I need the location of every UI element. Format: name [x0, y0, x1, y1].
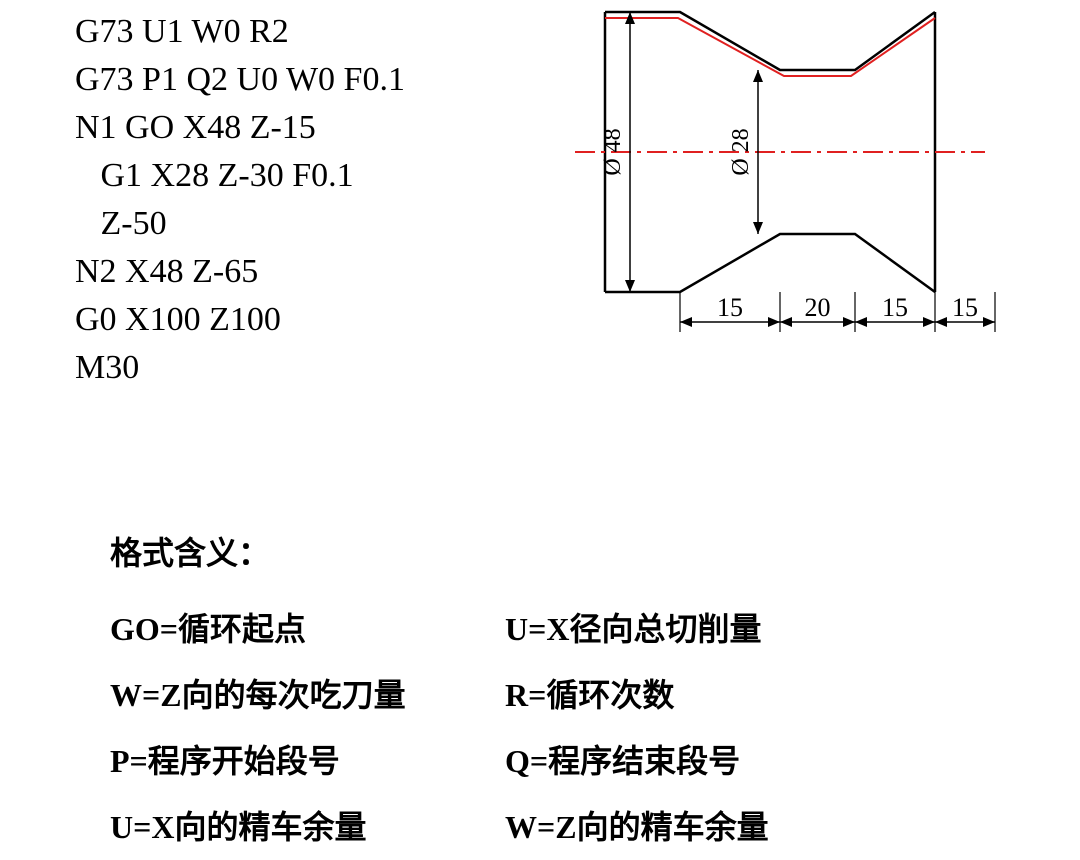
- svg-text:Ø 48: Ø 48: [600, 128, 626, 175]
- def-row: U=X向的精车余量 W=Z向的精车余量: [110, 794, 769, 860]
- def-row: GO=循环起点 U=X径向总切削量: [110, 596, 769, 662]
- code-line: G0 X100 Z100: [75, 296, 405, 344]
- def-cell: R=循环次数: [505, 662, 674, 728]
- def-cell: W=Z向的每次吃刀量: [110, 662, 505, 728]
- code-line: G1 X28 Z-30 F0.1: [75, 152, 405, 200]
- technical-drawing: Ø 48 Ø 28 15 20 15 15: [540, 0, 1000, 390]
- code-line: G73 U1 W0 R2: [75, 8, 405, 56]
- def-cell: W=Z向的精车余量: [505, 794, 769, 860]
- def-row: P=程序开始段号 Q=程序结束段号: [110, 728, 769, 794]
- def-cell: U=X向的精车余量: [110, 794, 505, 860]
- svg-text:15: 15: [717, 293, 743, 322]
- code-line: Z-50: [75, 200, 405, 248]
- definitions-title: 格式含义：: [110, 520, 769, 586]
- svg-text:20: 20: [805, 293, 831, 322]
- svg-text:15: 15: [882, 293, 908, 322]
- code-line: N2 X48 Z-65: [75, 248, 405, 296]
- svg-text:Ø 28: Ø 28: [728, 128, 754, 175]
- def-cell: GO=循环起点: [110, 596, 505, 662]
- def-cell: Q=程序结束段号: [505, 728, 740, 794]
- code-line: M30: [75, 344, 405, 392]
- definitions-block: 格式含义： GO=循环起点 U=X径向总切削量 W=Z向的每次吃刀量 R=循环次…: [110, 520, 769, 860]
- def-row: W=Z向的每次吃刀量 R=循环次数: [110, 662, 769, 728]
- code-line: N1 GO X48 Z-15: [75, 104, 405, 152]
- svg-text:15: 15: [952, 293, 978, 322]
- gcode-block: G73 U1 W0 R2 G73 P1 Q2 U0 W0 F0.1 N1 GO …: [75, 8, 405, 392]
- def-cell: U=X径向总切削量: [505, 596, 761, 662]
- code-line: G73 P1 Q2 U0 W0 F0.1: [75, 56, 405, 104]
- def-cell: P=程序开始段号: [110, 728, 505, 794]
